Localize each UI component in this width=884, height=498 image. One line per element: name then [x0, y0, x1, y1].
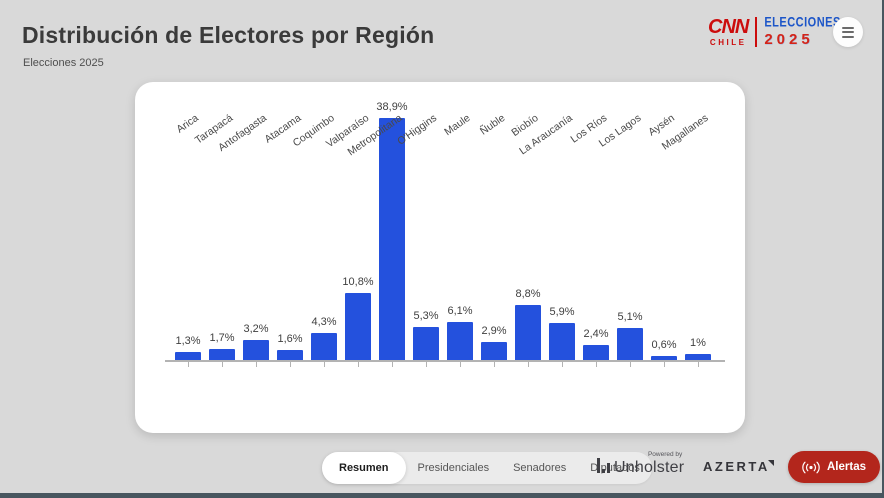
broadcast-icon — [802, 461, 820, 473]
bar[interactable] — [413, 327, 439, 360]
window-edge-right — [882, 0, 884, 498]
bar[interactable] — [209, 349, 235, 360]
bar-value-label: 1,6% — [277, 333, 303, 345]
logo-divider — [755, 17, 758, 47]
year-wordmark: 2025 — [764, 30, 814, 48]
axis-tick — [494, 362, 495, 367]
bar-slot-antofagasta: 3,2% Antofagasta — [216, 100, 269, 367]
unholster-logo: Powered by Unholster — [597, 451, 685, 476]
bar-slot-magallanes: 1% Magallanes — [660, 100, 711, 367]
bar[interactable] — [243, 340, 269, 360]
bar[interactable] — [175, 352, 201, 360]
bar[interactable] — [277, 350, 303, 360]
axis-tick — [630, 362, 631, 367]
chile-wordmark: CHILE — [709, 38, 747, 47]
azerta-logo: AZERTA — [703, 459, 774, 474]
bar-slot-o-higgins: 5,3% O'Higgins — [395, 100, 439, 367]
bar-slot-metropolitana: 38,9% Metropolitana — [346, 100, 408, 367]
axis-tick — [698, 362, 699, 367]
bar-value-label: 4,3% — [311, 316, 337, 328]
bar-chart-bars: 1,3% Arica 1,7% Tarapacá 3,2% Antofagasta 1,6%… — [174, 100, 711, 367]
tab-resumen[interactable]: Resumen — [322, 452, 406, 484]
bar[interactable] — [617, 328, 643, 360]
bar-slot-biob-o: 8,8% Biobío — [510, 100, 541, 367]
bar-value-label: 8,8% — [515, 288, 541, 300]
axis-tick — [222, 362, 223, 367]
alerts-button[interactable]: Alertas — [788, 451, 880, 483]
bar-value-label: 0,6% — [651, 339, 677, 351]
bar[interactable] — [447, 322, 473, 360]
bar-slot-maule: 6,1% Maule — [443, 100, 473, 367]
bar[interactable] — [651, 356, 677, 360]
bar-slot-arica: 1,3% Arica — [174, 100, 201, 367]
bar[interactable] — [549, 323, 575, 360]
x-axis-label: Arica — [174, 112, 201, 136]
bar-slot-los-r-os: 2,4% Los Ríos — [568, 100, 609, 367]
view-tabs: Resumen Presidenciales Senadores Diputad… — [322, 452, 652, 484]
tab-presidenciales[interactable]: Presidenciales — [406, 452, 502, 484]
bar-chart: 1,3% Arica 1,7% Tarapacá 3,2% Antofagasta 1,6%… — [165, 100, 725, 367]
hamburger-icon — [842, 26, 854, 38]
axis-tick — [324, 362, 325, 367]
axis-tick — [392, 362, 393, 367]
axis-tick — [426, 362, 427, 367]
bar-value-label: 1,7% — [209, 332, 235, 344]
bar[interactable] — [345, 293, 371, 360]
unholster-wordmark: Unholster — [614, 458, 685, 476]
bar-slot-la-araucan-a: 5,9% La Araucanía — [517, 100, 575, 367]
powered-by-label: Powered by — [647, 451, 683, 458]
axis-tick — [596, 362, 597, 367]
unholster-bars-icon — [597, 457, 610, 476]
page-title: Distribución de Electores por Región — [22, 22, 435, 48]
axis-tick — [256, 362, 257, 367]
azerta-wordmark: AZERTA — [703, 459, 770, 474]
cnn-chile-logo: CNN CHILE — [708, 16, 749, 47]
elecciones-wordmark: ELECCIONES — [764, 14, 841, 30]
bar-value-label: 6,1% — [447, 305, 473, 317]
bar-slot-coquimbo: 4,3% Coquimbo — [291, 100, 337, 367]
x-axis-label: Maule — [442, 112, 473, 139]
cnn-wordmark: CNN — [708, 16, 749, 38]
bar-value-label: 3,2% — [243, 323, 269, 335]
page-subtitle: Elecciones 2025 — [23, 57, 104, 69]
cnn-elecciones-logo: CNN CHILE ELECCIONES 2025 — [708, 14, 841, 48]
menu-button[interactable] — [833, 17, 863, 47]
bar[interactable] — [583, 345, 609, 360]
bar[interactable] — [311, 333, 337, 360]
bar-slot-ays-n: 0,6% Aysén — [646, 100, 677, 367]
bar-value-label: 1% — [690, 337, 706, 349]
chart-card: 1,3% Arica 1,7% Tarapacá 3,2% Antofagasta 1,6%… — [135, 82, 745, 433]
bar-value-label: 10,8% — [342, 276, 374, 288]
bar[interactable] — [481, 342, 507, 360]
bar-value-label: 5,1% — [617, 311, 643, 323]
alerts-button-label: Alertas — [827, 461, 866, 473]
axis-tick — [664, 362, 665, 367]
bar-value-label: 5,9% — [549, 306, 575, 318]
axis-tick — [562, 362, 563, 367]
elecciones-2025-logo: ELECCIONES 2025 — [764, 14, 841, 48]
bar-value-label: 38,9% — [376, 101, 408, 113]
bar-slot--uble: 2,9% Ñuble — [477, 100, 507, 367]
bar[interactable] — [515, 305, 541, 360]
azerta-arrow-icon — [767, 459, 774, 466]
bar-value-label: 2,9% — [481, 325, 507, 337]
x-axis-label: Ñuble — [477, 112, 507, 138]
bar[interactable] — [379, 118, 405, 360]
bar-value-label: 5,3% — [413, 310, 439, 322]
axis-tick — [188, 362, 189, 367]
bar-value-label: 1,3% — [175, 335, 201, 347]
axis-tick — [290, 362, 291, 367]
axis-tick — [528, 362, 529, 367]
bar-slot-los-lagos: 5,1% Los Lagos — [596, 100, 643, 367]
axis-tick — [358, 362, 359, 367]
axis-tick — [460, 362, 461, 367]
bar-slot-valpara-so: 10,8% Valparaíso — [324, 100, 374, 367]
bar-value-label: 2,4% — [583, 328, 609, 340]
bar[interactable] — [685, 354, 711, 360]
window-edge-bottom — [0, 493, 884, 498]
tab-senadores[interactable]: Senadores — [501, 452, 578, 484]
bar-slot-tarapac-: 1,7% Tarapacá — [193, 100, 235, 367]
bar-slot-atacama: 1,6% Atacama — [262, 100, 303, 367]
